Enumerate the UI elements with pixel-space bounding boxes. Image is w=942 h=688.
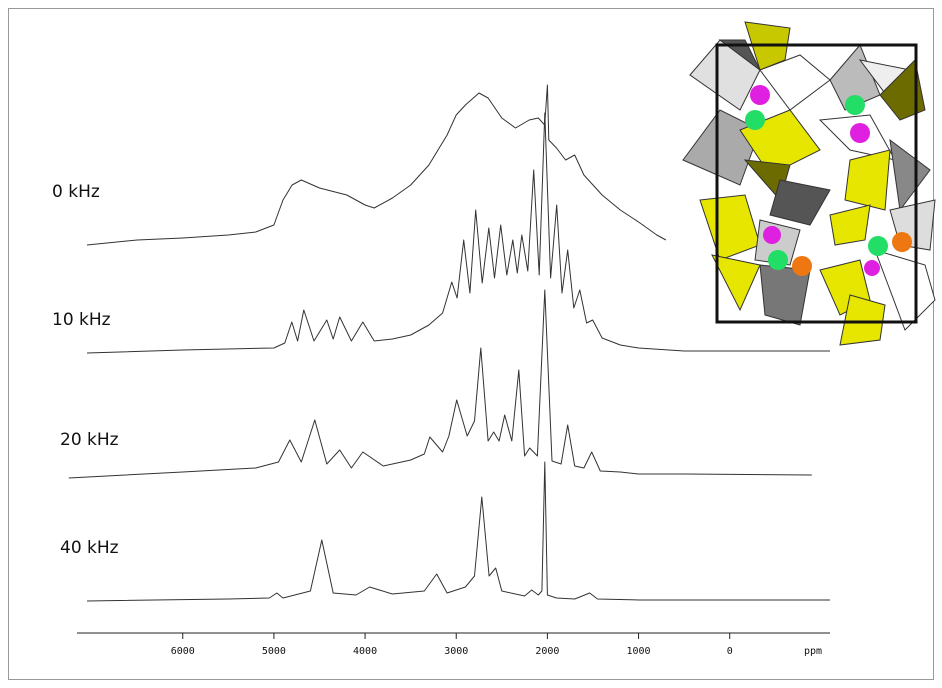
x-tick-label: 0 (727, 646, 733, 657)
frame (8, 8, 934, 680)
spectrum-label: 0 kHz (52, 182, 100, 202)
spectrum-label: 10 kHz (52, 310, 111, 330)
spectrum (68, 289, 812, 479)
spectrum-label: 40 kHz (60, 538, 119, 558)
x-axis-label: ppm (804, 646, 822, 657)
x-tick-label: 6000 (171, 646, 195, 657)
x-tick-label: 2000 (535, 646, 559, 657)
spectrum-label: 20 kHz (60, 430, 119, 450)
x-tick-label: 4000 (353, 646, 377, 657)
x-tick-label: 1000 (627, 646, 651, 657)
x-tick-label: 5000 (262, 646, 286, 657)
crystal-structure (682, 21, 936, 346)
x-tick-label: 3000 (444, 646, 468, 657)
spectrum (86, 84, 667, 246)
spectrum (86, 112, 830, 354)
spectrum (86, 461, 830, 602)
